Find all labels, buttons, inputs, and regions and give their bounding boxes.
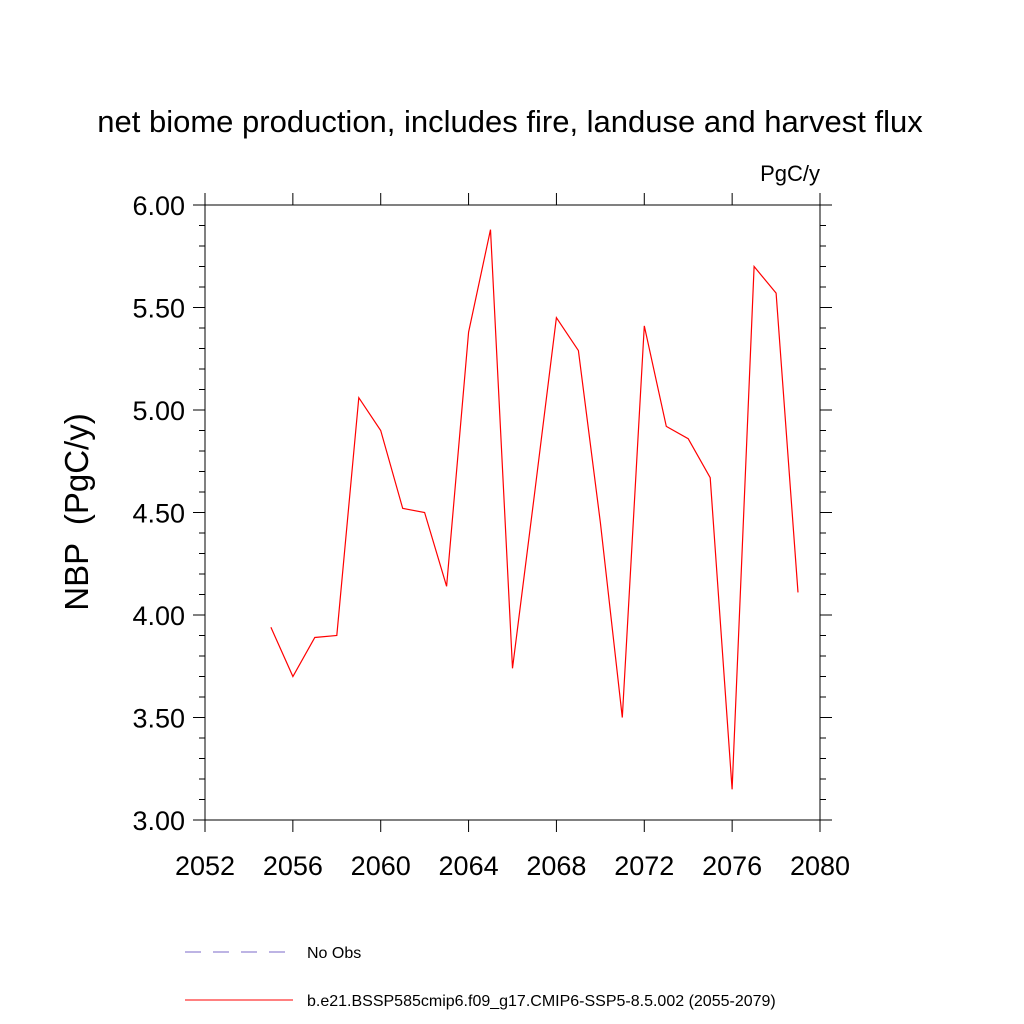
y-tick-label: 6.00 bbox=[132, 191, 185, 221]
x-tick-label: 2080 bbox=[790, 851, 850, 881]
x-tick-label: 2064 bbox=[439, 851, 499, 881]
y-tick-label: 5.50 bbox=[132, 294, 185, 324]
y-tick-label: 5.00 bbox=[132, 396, 185, 426]
x-tick-label: 2068 bbox=[526, 851, 586, 881]
y-tick-label: 3.00 bbox=[132, 806, 185, 836]
x-tick-label: 2056 bbox=[263, 851, 323, 881]
y-tick-label: 4.00 bbox=[132, 601, 185, 631]
x-tick-label: 2052 bbox=[175, 851, 235, 881]
series-line bbox=[270, 229, 799, 790]
x-tick-label: 2076 bbox=[702, 851, 762, 881]
chart-title: net biome production, includes fire, lan… bbox=[97, 104, 923, 139]
series-group bbox=[270, 229, 799, 790]
axis-ticks: 3.00 3.50 4.00 4.50 5.00 5.50 6.00 2052 2056 2060… bbox=[132, 191, 850, 881]
legend-label: No Obs bbox=[307, 945, 361, 962]
x-tick-label: 2060 bbox=[351, 851, 411, 881]
y-axis-label: NBP (PgC/y) bbox=[58, 413, 95, 610]
y-tick-label: 4.50 bbox=[132, 499, 185, 529]
x-tick-label: 2072 bbox=[614, 851, 674, 881]
legend: No Obs b.e21.BSSP585cmip6.f09_g17.CMIP6-S… bbox=[185, 945, 776, 1010]
y-tick-label: 3.50 bbox=[132, 704, 185, 734]
legend-label: b.e21.BSSP585cmip6.f09_g17.CMIP6-SSP5-8.… bbox=[307, 993, 776, 1010]
units-label: PgC/y bbox=[760, 161, 820, 186]
